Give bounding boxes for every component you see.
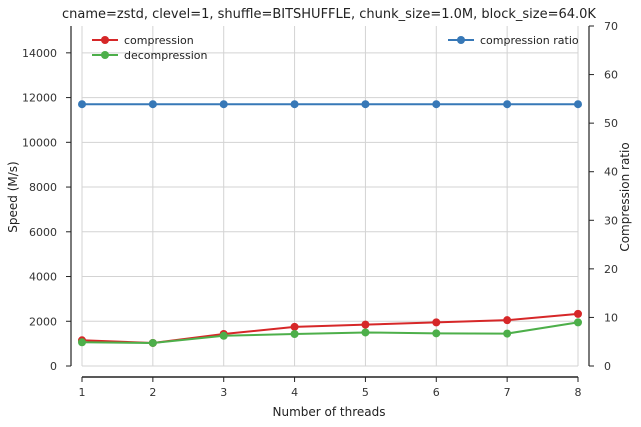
legend-entry: compression ratio xyxy=(448,34,579,47)
y-tick-label: 6000 xyxy=(29,226,57,239)
data-point xyxy=(432,100,441,109)
y-tick-label: 8000 xyxy=(29,181,57,194)
data-point xyxy=(219,100,228,109)
y2-tick-label: 30 xyxy=(604,214,618,227)
x-tick-label: 1 xyxy=(79,386,86,399)
data-point xyxy=(78,100,86,109)
data-point xyxy=(361,100,370,109)
y2-tick-label: 20 xyxy=(604,263,618,276)
legend: compression decompression compression rati… xyxy=(92,34,579,62)
y2-tick-label: 10 xyxy=(604,311,618,324)
data-point xyxy=(148,338,157,347)
data-point xyxy=(574,100,582,109)
y-tick-label: 2000 xyxy=(29,315,57,328)
data-point xyxy=(361,320,370,329)
data-point xyxy=(290,100,299,109)
series-compression-ratio xyxy=(78,100,582,109)
data-point xyxy=(432,329,441,338)
chart-title: cname=zstd, clevel=1, shuffle=BITSHUFFLE… xyxy=(62,7,596,22)
x-tick-label: 3 xyxy=(220,386,227,399)
grid xyxy=(81,26,579,367)
x-tick-label: 8 xyxy=(575,386,582,399)
legend-label: compression ratio xyxy=(480,34,579,47)
data-point xyxy=(78,338,86,347)
y2-axis-title: Compression ratio xyxy=(618,142,632,251)
legend-entry: compression xyxy=(92,34,194,47)
x-axis-title: Number of threads xyxy=(273,405,386,419)
y2-tick-label: 60 xyxy=(604,69,618,82)
y-tick-label: 10000 xyxy=(22,136,57,149)
x-tick-label: 6 xyxy=(433,386,440,399)
x-tick-label: 7 xyxy=(504,386,511,399)
y2-tick-label: 50 xyxy=(604,117,618,130)
legend-label: compression xyxy=(124,34,194,47)
series-line xyxy=(81,312,579,344)
legend-swatch-marker xyxy=(101,36,109,44)
y-tick-label: 0 xyxy=(50,360,57,373)
data-point xyxy=(503,316,512,325)
data-point xyxy=(361,328,370,337)
series-line xyxy=(81,321,579,344)
y2-tick-label: 0 xyxy=(604,360,611,373)
legend-label: decompression xyxy=(124,49,208,62)
y2-tick-label: 70 xyxy=(604,20,618,33)
y-axis-title: Speed (M/s) xyxy=(6,161,20,232)
legend-swatch-marker xyxy=(101,51,109,59)
data-point xyxy=(503,329,512,338)
data-point xyxy=(574,318,582,327)
x-tick-label: 2 xyxy=(149,386,156,399)
y-tick-label: 12000 xyxy=(22,92,57,105)
series-decompression xyxy=(78,318,582,347)
y-tick-label: 14000 xyxy=(22,47,57,60)
data-point xyxy=(290,330,299,339)
x-tick-label: 4 xyxy=(291,386,298,399)
y2-tick-label: 40 xyxy=(604,166,618,179)
axes: 1 2 3 4 5 6 7 8 0 2000 4000 6000 8000 10000 12000 14000… xyxy=(22,20,618,399)
legend-swatch-marker xyxy=(457,36,465,44)
data-point xyxy=(432,318,441,327)
data-point xyxy=(148,100,157,109)
x-tick-label: 5 xyxy=(362,386,369,399)
data-point xyxy=(290,322,299,331)
data-point xyxy=(574,309,582,318)
series xyxy=(78,100,582,347)
data-point xyxy=(503,100,512,109)
legend-entry: decompression xyxy=(92,49,208,62)
data-point xyxy=(219,331,228,340)
y-tick-label: 4000 xyxy=(29,271,57,284)
